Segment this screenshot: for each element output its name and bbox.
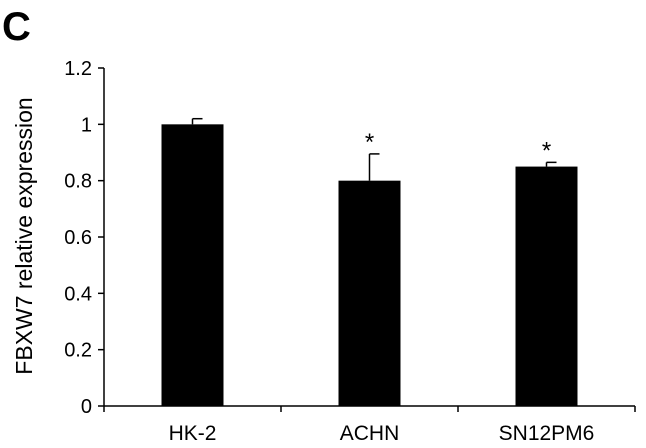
bar-sn12pm6 (515, 166, 578, 406)
significance-star: * (365, 129, 374, 156)
bars (161, 124, 578, 406)
error-bar (191, 117, 203, 125)
error-bar (545, 161, 557, 167)
x-category-label: SN12PM6 (499, 422, 595, 445)
bar-achn (338, 180, 401, 406)
category-labels: HK-2 ACHN SN12PM6 (169, 422, 595, 445)
error-bars (191, 117, 557, 181)
x-category-label: HK-2 (169, 422, 217, 445)
y-tick-label: 1.2 (64, 58, 92, 80)
y-tick-label: 0.4 (64, 283, 92, 305)
bar-hk-2 (161, 124, 224, 406)
significance-markers: * * (365, 129, 551, 164)
y-axis-ticks: 0 0.2 0.4 0.6 0.8 1 1.2 (64, 58, 636, 418)
y-axis-title: FBXW7 relative expression (11, 97, 37, 374)
y-tick-label: 1 (81, 114, 92, 136)
x-category-label: ACHN (340, 422, 400, 445)
y-tick-label: 0.2 (64, 340, 92, 362)
panel-label: C (2, 5, 31, 49)
y-tick-label: 0.6 (64, 227, 92, 249)
significance-star: * (542, 137, 551, 164)
y-tick-label: 0 (81, 396, 92, 418)
error-bar (368, 153, 380, 181)
y-tick-label: 0.8 (64, 171, 92, 193)
